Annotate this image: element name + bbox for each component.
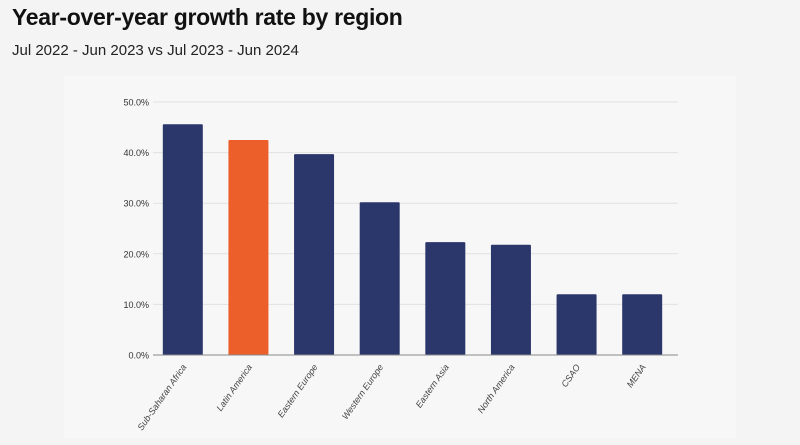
x-tick-label: Latin America [215, 362, 255, 413]
y-tick-label: 50.0% [123, 98, 149, 108]
bar [294, 154, 335, 355]
bar [425, 242, 466, 355]
x-tick-label: Sub-Saharan Africa [135, 362, 188, 432]
y-tick-label: 40.0% [123, 148, 149, 158]
bar [556, 294, 597, 355]
y-tick-label: 10.0% [123, 300, 149, 310]
bar [162, 124, 203, 355]
y-tick-label: 20.0% [123, 249, 149, 259]
x-tick-label: CSAO [559, 362, 582, 389]
chart-subtitle: Jul 2022 - Jun 2023 vs Jul 2023 - Jun 20… [12, 42, 299, 59]
x-tick-label: Western Europe [340, 362, 385, 421]
bar [622, 294, 663, 355]
y-tick-label: 30.0% [123, 199, 149, 209]
x-tick-label: North America [476, 362, 517, 415]
x-tick-label: Eastern Asia [414, 362, 451, 409]
y-tick-label: 0.0% [128, 351, 149, 361]
bar [359, 202, 400, 355]
x-tick-label: MENA [625, 362, 648, 389]
x-tick-label: Eastern Europe [276, 362, 320, 419]
bar [490, 244, 531, 355]
bar [228, 139, 269, 355]
chart-title: Year-over-year growth rate by region [12, 4, 403, 30]
